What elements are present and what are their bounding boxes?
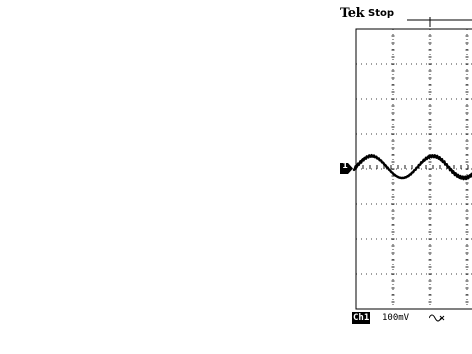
volts-per-division: 100mV	[382, 313, 410, 323]
scope-screen	[352, 28, 472, 310]
scope-footer: Ch1 100mV	[340, 310, 472, 334]
bandwidth-limit-icon	[429, 314, 445, 322]
channel-marker-icon	[340, 163, 353, 174]
oscilloscope-display: Tek Stop 1 Ch1 100mV	[340, 0, 472, 354]
channel-1-badge: Ch1	[352, 312, 371, 324]
brand-logo: Tek	[340, 6, 365, 21]
channel-1-ground-marker: 1	[340, 160, 354, 174]
scope-header: Tek Stop	[340, 0, 472, 36]
trigger-position-icon	[407, 17, 472, 27]
channel-marker-label: 1	[342, 161, 348, 170]
channel-1-waveform	[352, 153, 472, 181]
graticule-border	[355, 28, 472, 310]
acquisition-status: Stop	[368, 8, 395, 19]
